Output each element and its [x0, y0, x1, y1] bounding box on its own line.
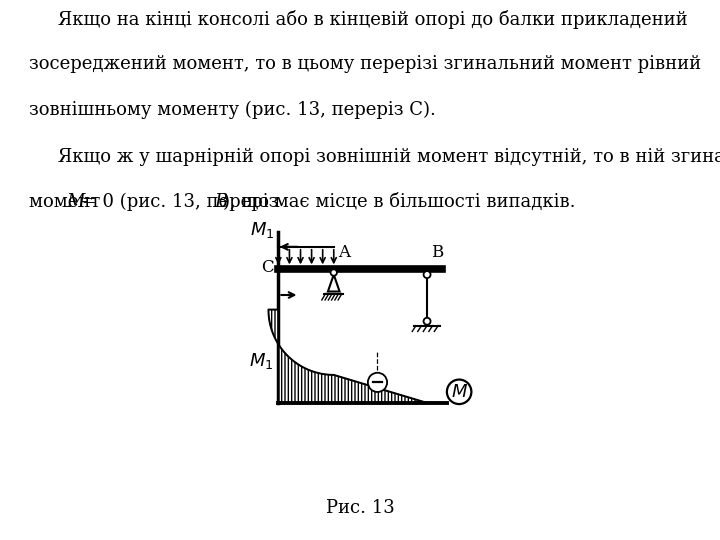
Circle shape: [447, 380, 472, 404]
Circle shape: [330, 269, 337, 276]
Text: = 0 (рис. 13, переріз: = 0 (рис. 13, переріз: [76, 193, 284, 211]
Circle shape: [423, 318, 431, 325]
Text: зосереджений момент, то в цьому перерізі згинальний момент рівний: зосереджений момент, то в цьому перерізі…: [29, 56, 701, 73]
Text: ), що має місце в більшості випадків.: ), що має місце в більшості випадків.: [223, 193, 576, 211]
Text: $M$: $M$: [451, 383, 468, 401]
Text: Якщо на кінці консолі або в кінцевій опорі до балки прикладений: Якщо на кінці консолі або в кінцевій опо…: [29, 10, 688, 29]
Text: момент: момент: [29, 193, 106, 211]
Text: Якщо ж у шарнірній опорі зовнішній момент відсутній, то в ній згинальний: Якщо ж у шарнірній опорі зовнішній момен…: [29, 148, 720, 166]
Text: B: B: [215, 193, 228, 211]
Polygon shape: [269, 309, 427, 403]
Text: $M_1$: $M_1$: [250, 220, 274, 240]
Text: $M_1$: $M_1$: [248, 351, 273, 371]
Text: A: A: [338, 244, 350, 261]
Text: Рис. 13: Рис. 13: [325, 499, 395, 517]
Text: зовнішньому моменту (рис. 13, переріз С).: зовнішньому моменту (рис. 13, переріз С)…: [29, 100, 436, 119]
Text: B: B: [431, 244, 443, 261]
Text: M: M: [66, 193, 85, 211]
Circle shape: [368, 373, 387, 392]
Text: C: C: [261, 259, 274, 276]
Circle shape: [423, 271, 431, 278]
